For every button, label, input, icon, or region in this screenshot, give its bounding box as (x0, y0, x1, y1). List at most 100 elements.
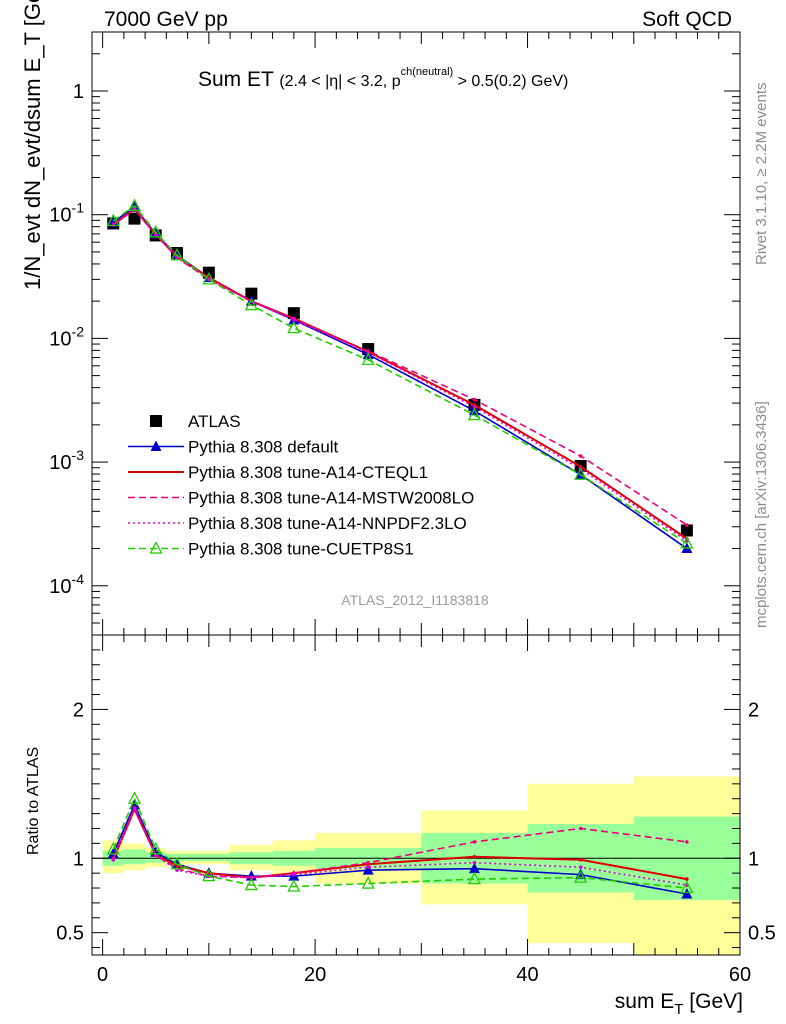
main-series-line (112, 204, 688, 545)
ratio-panel-border (91, 634, 741, 956)
main-data-point (578, 454, 583, 458)
ratio-y-tick-label-left: 2 (73, 699, 84, 721)
legend-entry: Pythia 8.308 tune-A14-NNPDF2.3LO (128, 514, 467, 533)
y-tick-label: 10-2 (49, 323, 84, 350)
legend-marker (150, 415, 162, 427)
ratio-panel-series (106, 791, 694, 899)
main-data-point (245, 287, 258, 300)
main-data-point (680, 524, 693, 537)
main-data-point (361, 352, 375, 366)
legend: ATLAS Pythia 8.308 default Pythia 8.308 tu… (128, 412, 474, 559)
y-tick-label: 10-1 (49, 200, 84, 227)
ratio-data-point (244, 877, 258, 891)
ratio-y-axis-label: Ratio to ATLAS (25, 747, 42, 855)
header-left: 7000 GeV pp (104, 8, 228, 31)
plot-title: Sum ET (2.4 < |η| < 3.2, pch(neutral) > … (198, 66, 568, 91)
ratio-data-point (366, 860, 370, 865)
ratio-y-tick-label-left: 1 (73, 848, 84, 870)
ratio-data-point (472, 860, 477, 865)
header-right: Soft QCD (642, 8, 732, 31)
main-data-point (128, 212, 141, 225)
main-panel-frame: 10-4 10-3 10-2 10-1 1 (49, 31, 741, 636)
main-data-point (472, 404, 477, 409)
ratio-data-point (680, 880, 694, 894)
ratio-data-point (574, 870, 588, 883)
legend-entry: Pythia 8.308 tune-A14-MSTW2008LO (128, 489, 474, 508)
main-data-point (244, 297, 258, 311)
ratio-uncertainty-bands (102, 776, 740, 955)
ratio-data-point (578, 826, 583, 831)
legend-label: Pythia 8.308 tune-A14-NNPDF2.3LO (188, 514, 467, 533)
legend-label: Pythia 8.308 default (188, 438, 339, 457)
watermark: ATLAS_2012_I1183818 (341, 592, 489, 608)
y-tick-label: 10-3 (49, 447, 84, 474)
ratio-data-point (149, 841, 163, 855)
ratio-data-point (366, 865, 370, 869)
main-data-point (149, 224, 163, 238)
ratio-data-point (292, 872, 296, 877)
labels: 7000 GeV pp Soft QCD Rivet 3.1.10, ≥ 2.2M … (20, 0, 770, 1018)
main-data-point (472, 397, 477, 402)
x-tick-label: 0 (97, 964, 108, 986)
legend-entry: Pythia 8.308 default (128, 438, 339, 457)
ratio-data-point (685, 877, 689, 881)
main-data-point (680, 536, 694, 549)
main-y-axis-label: 1/N_evt dN_evt/dsum E_T [GeV^-1] (20, 0, 45, 290)
legend-entry: Pythia 8.308 tune-CUETP8S1 (128, 540, 414, 559)
ratio-series-3 (111, 807, 689, 887)
ratio-data-point (132, 807, 137, 811)
legend-marker (149, 541, 163, 554)
stat-uncertainty-band (145, 852, 167, 863)
main-data-point (170, 247, 184, 261)
ratio-data-point (467, 871, 482, 885)
ratio-y-tick-label-right: 1 (748, 848, 759, 870)
ratio-y-tick-label-right: 2 (748, 699, 759, 721)
legend-label: Pythia 8.308 tune-A14-MSTW2008LO (188, 489, 474, 508)
main-data-point (127, 198, 142, 211)
main-panel-series (106, 198, 694, 554)
ratio-data-point (170, 856, 184, 870)
y-tick-label: 1 (73, 81, 84, 103)
legend-label: ATLAS (188, 412, 241, 431)
ratio-panel-frame: 0 20 40 60 0.5 0.5 1 1 2 2 (56, 634, 776, 986)
ratio-data-point (578, 857, 583, 862)
y-tick-label: 10-4 (49, 571, 84, 598)
side-label-mcplots: mcplots.cern.ch [arXiv:1306.3436] (753, 401, 770, 628)
main-data-point (202, 271, 216, 285)
ratio-data-point (578, 865, 583, 869)
main-series-line (112, 208, 688, 542)
x-tick-label: 20 (304, 964, 326, 986)
ratio-data-point (361, 876, 375, 889)
ratio-series-line (112, 796, 687, 889)
ratio-data-point (472, 840, 477, 844)
legend-entry: Pythia 8.308 tune-A14-CTEQL1 (128, 463, 428, 482)
main-series-5 (106, 198, 694, 549)
main-data-point (366, 350, 370, 355)
ratio-data-point (111, 857, 116, 862)
ratio-data-point (287, 879, 301, 892)
ratio-data-point (202, 868, 216, 882)
ratio-data-point (127, 791, 142, 804)
main-data-point (574, 467, 588, 480)
ratio-data-point (472, 854, 477, 859)
ratio-data-point (681, 887, 693, 899)
ratio-data-point (685, 840, 689, 844)
x-tick-label: 60 (729, 964, 751, 986)
x-tick-label: 40 (516, 964, 538, 986)
x-axis-label: sum ET [GeV] (615, 990, 743, 1018)
main-data-point (287, 320, 301, 334)
legend-label: Pythia 8.308 tune-CUETP8S1 (188, 540, 414, 559)
ratio-data-point (249, 875, 254, 880)
main-data-point (106, 213, 120, 227)
ratio-data-point (362, 864, 374, 875)
ratio-data-point (106, 841, 120, 855)
ratio-series-line (112, 805, 687, 879)
side-label-rivet: Rivet 3.1.10, ≥ 2.2M events (753, 83, 770, 266)
ratio-series-4 (106, 791, 694, 894)
legend-label: Pythia 8.308 tune-A14-CTEQL1 (188, 463, 428, 482)
legend-entry: ATLAS (150, 412, 241, 431)
main-data-point (107, 216, 119, 227)
ratio-y-tick-label-left: 0.5 (56, 923, 84, 945)
main-data-point (292, 317, 296, 322)
